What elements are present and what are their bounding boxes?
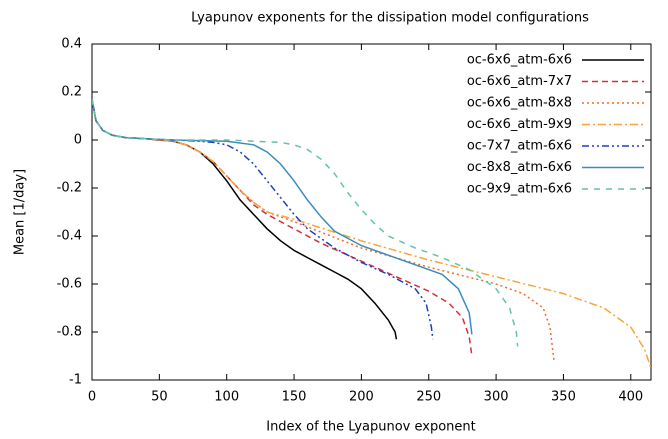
x-tick-label: 150	[282, 390, 307, 405]
x-tick-label: 300	[484, 390, 509, 405]
series-line	[92, 99, 473, 357]
y-tick-label: -0.4	[57, 229, 82, 244]
y-tick-label: -1	[69, 373, 82, 388]
series-line	[92, 99, 434, 340]
y-tick-label: -0.6	[57, 277, 82, 292]
x-tick-label: 350	[551, 390, 576, 405]
y-tick-label: 0	[74, 133, 82, 148]
x-tick-label: 0	[88, 390, 96, 405]
legend-label: oc-9x9_atm-6x6	[467, 182, 572, 197]
legend-label: oc-7x7_atm-6x6	[467, 139, 572, 154]
y-axis-label: Mean [1/day]	[13, 169, 28, 255]
series-line	[92, 99, 519, 347]
x-tick-label: 100	[214, 390, 239, 405]
legend-label: oc-6x6_atm-6x6	[467, 53, 572, 68]
y-tick-label: 0.4	[61, 37, 82, 52]
x-tick-label: 50	[151, 390, 168, 405]
x-tick-label: 400	[618, 390, 643, 405]
y-tick-label: -0.8	[57, 325, 82, 340]
legend-label: oc-6x6_atm-7x7	[467, 74, 572, 89]
legend-label: oc-6x6_atm-8x8	[467, 96, 572, 111]
chart-title: Lyapunov exponents for the dissipation m…	[191, 11, 589, 26]
plot-frame	[91, 43, 652, 381]
y-tick-label: 0.2	[61, 85, 82, 100]
x-axis-label: Index of the Lyapunov exponent	[266, 420, 476, 435]
legend-label: oc-8x8_atm-6x6	[467, 160, 572, 175]
series-line	[92, 99, 398, 340]
x-tick-label: 250	[416, 390, 441, 405]
plot-area	[92, 99, 651, 369]
legend-label: oc-6x6_atm-9x9	[467, 117, 572, 132]
x-tick-label: 200	[349, 390, 374, 405]
y-tick-label: -0.2	[57, 181, 82, 196]
